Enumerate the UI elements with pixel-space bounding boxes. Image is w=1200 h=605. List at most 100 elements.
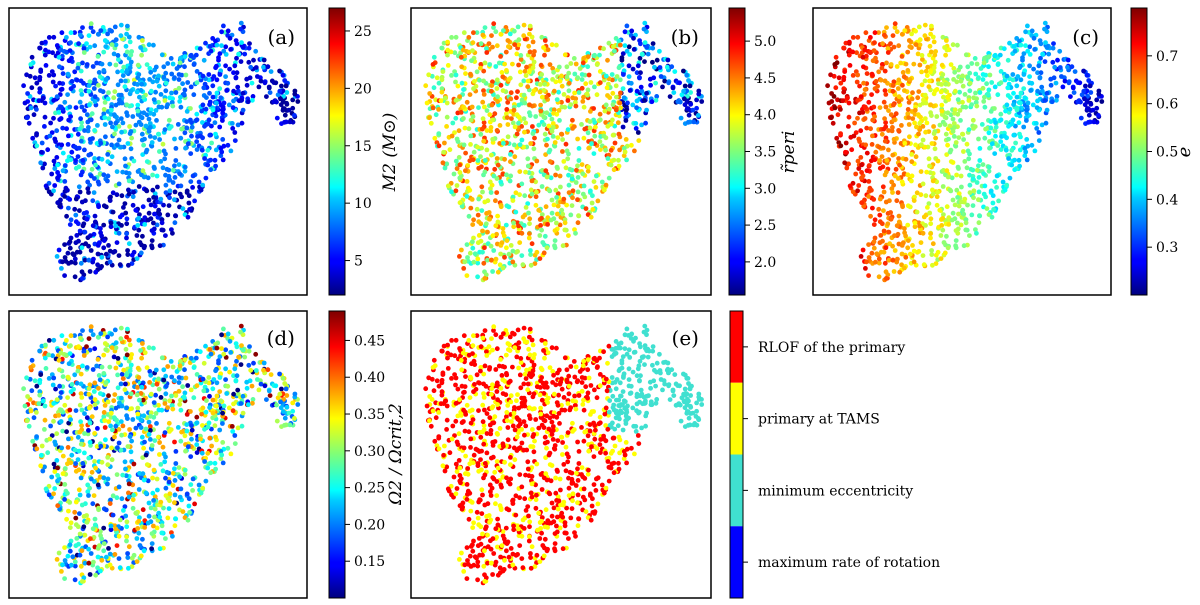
scatter-point [633,125,639,131]
scatter-point [463,168,468,174]
scatter-point [910,116,916,121]
scatter-point [525,78,531,84]
scatter-point [114,240,120,246]
scatter-point [938,256,944,261]
scatter-point [441,149,446,155]
scatter-point [903,254,909,260]
scatter-point [527,221,532,227]
scatter-point [974,167,980,173]
scatter-point [135,411,141,417]
scatter-point [281,106,286,111]
scatter-point [529,178,535,184]
scatter-point [549,42,555,48]
scatter-point [963,227,969,233]
scatter-point [635,130,641,135]
scatter-point [627,88,633,93]
scatter-point [160,444,166,450]
scatter-point [970,176,976,182]
scatter-point [282,119,287,125]
scatter-point [611,157,617,163]
scatter-point [62,466,68,471]
scatter-point [864,125,870,131]
scatter-point [636,138,642,144]
scatter-point [451,171,457,177]
scatter-point [626,74,632,79]
scatter-point [518,57,524,62]
scatter-point [514,131,520,137]
scatter-point [96,204,101,210]
scatter-point [629,142,634,148]
scatter-point [550,134,556,139]
scatter-point [500,74,506,80]
scatter-point [220,107,226,113]
scatter-point [564,64,570,70]
scatter-point [896,94,902,100]
scatter-point [550,66,556,71]
scatter-point [526,69,532,75]
scatter-point [163,233,168,239]
scatter-point [879,131,885,137]
scatter-point [547,62,553,67]
scatter-point [210,94,216,100]
scatter-point [677,99,683,105]
scatter-point [998,69,1004,74]
scatter-point [48,120,53,126]
scatter-point [988,119,994,124]
scatter-point [250,397,256,402]
scatter-point [1065,57,1071,63]
scatter-point [649,99,655,105]
scatter-point [87,572,93,577]
scatter-point [77,511,82,516]
scatter-point [621,72,626,77]
scatter-point [886,147,891,153]
scatter-point [164,469,170,475]
scatter-point [912,107,918,113]
scatter-point [189,423,194,428]
scatter-point [488,128,494,134]
scatter-point [915,51,921,57]
scatter-point [489,83,495,88]
scatter-point [894,223,900,229]
scatter-point [504,111,509,117]
scatter-point [681,88,686,94]
scatter-point [130,114,136,119]
scatter-point [125,113,130,118]
scatter-point [542,81,548,87]
scatter-point [67,222,73,228]
scatter-point [1027,44,1033,50]
scatter-point [198,187,204,193]
scatter-point [188,179,194,185]
scatter-point [484,46,489,51]
scatter-point [116,427,122,432]
scatter-point [21,83,26,89]
scatter-point [943,52,948,58]
scatter-point [166,420,172,426]
scatter-point [501,233,507,239]
scatter-point [456,128,462,134]
scatter-point [1050,45,1056,51]
scatter-point [238,20,244,26]
scatter-point [186,200,192,206]
scatter-point [140,233,145,239]
scatter-point [124,524,130,530]
scatter-point [956,191,962,197]
scatter-point [1081,68,1086,74]
scatter-point [491,21,497,27]
scatter-point [52,136,58,142]
scatter-point [898,60,904,66]
scatter-point [112,89,118,94]
scatter-point [1010,117,1016,123]
scatter-point [246,348,252,354]
scatter-point [974,61,980,67]
scatter-point [486,210,492,215]
scatter-point [95,54,101,59]
scatter-point [470,157,476,163]
scatter-point [125,23,130,29]
scatter-point [902,226,907,231]
scatter-point [280,72,286,78]
scatter-point [240,44,246,50]
scatter-point [1031,66,1036,72]
scatter-point [500,88,506,93]
scatter-point [846,114,852,120]
scatter-point [84,41,89,46]
